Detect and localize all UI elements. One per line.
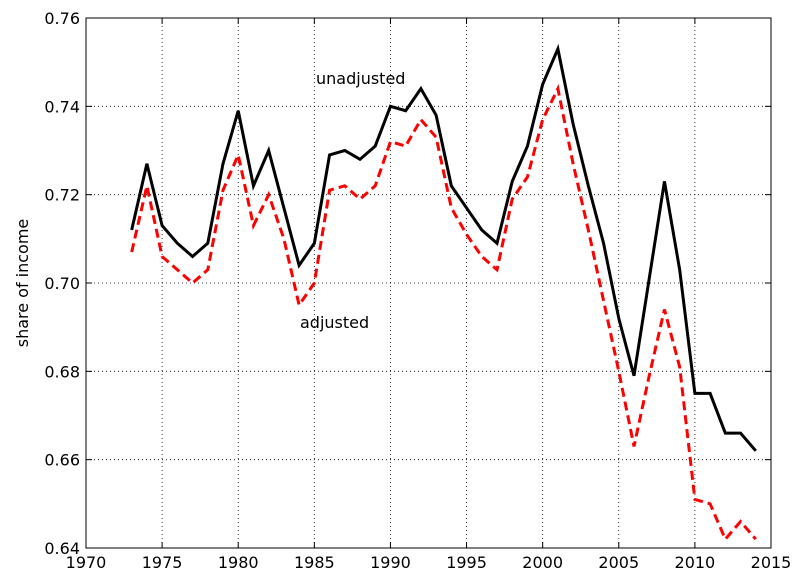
data-line: [130, 43, 757, 452]
x-tick-label: 2015: [751, 553, 792, 572]
y-tick-label: 0.74: [44, 97, 80, 116]
plot-frame: [85, 17, 772, 549]
x-tick-label: 1990: [370, 553, 411, 572]
y-tick-label: 0.72: [44, 186, 80, 205]
y-tick-label: 0.68: [44, 362, 80, 381]
y-tick-label: 0.70: [44, 274, 80, 293]
x-tick-label: 1995: [446, 553, 487, 572]
x-tick-label: 1985: [294, 553, 335, 572]
x-tick-label: 2000: [522, 553, 563, 572]
y-tick-label: 0.66: [44, 451, 80, 470]
x-tick-label: 2005: [598, 553, 639, 572]
series-label: adjusted: [300, 313, 369, 332]
y-tick-label: 0.64: [44, 539, 80, 558]
x-tick-label: 1975: [142, 553, 183, 572]
y-axis-label: share of income: [13, 219, 32, 348]
data-line: [130, 84, 757, 542]
x-tick-label: 1970: [66, 553, 107, 572]
series-label: unadjusted: [316, 69, 405, 88]
x-tick-label: 2010: [675, 553, 716, 572]
x-tick-label: 1980: [218, 553, 259, 572]
y-tick-label: 0.76: [44, 9, 80, 28]
